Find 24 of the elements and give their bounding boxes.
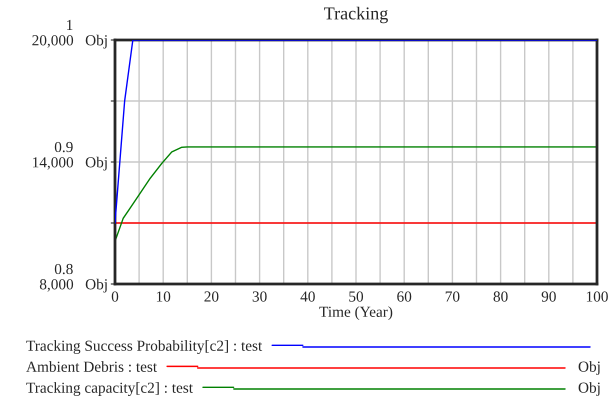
text: Obj — [578, 382, 600, 396]
y-tick-label: 8,000 Obj — [40, 278, 107, 293]
y2-tick-label: 1 — [67, 20, 72, 30]
x-tick-label: 20 — [204, 291, 218, 302]
y2-tick-label: 0.8 — [54, 264, 73, 274]
text: Obj — [578, 361, 600, 375]
legend-label: Tracking Success Probability[c2] : test — [26, 340, 262, 354]
x-tick-label: 40 — [300, 291, 315, 302]
y-tick-label: 20,000 Obj — [32, 34, 107, 49]
x-tick-label: 100 — [586, 291, 608, 302]
y2-tick-label: 0.9 — [54, 142, 73, 152]
x-tick-label: 50 — [349, 291, 364, 302]
x-tick-label: 30 — [252, 291, 267, 302]
x-tick-label: 90 — [542, 291, 556, 302]
x-tick-label: 70 — [446, 291, 460, 302]
chart-title: Tracking — [324, 6, 388, 24]
x-tick-label: 10 — [156, 291, 170, 302]
x-axis-title: Time (Year) — [319, 306, 392, 320]
legend-label: Tracking capacity[c2] : test — [26, 382, 193, 396]
x-tick-label: 60 — [397, 291, 412, 302]
legend-label: Ambient Debris : test — [26, 361, 158, 372]
x-tick-label: 80 — [494, 291, 508, 302]
x-tick-label: 0 — [112, 291, 118, 302]
y-tick-label: 14,000 Obj — [33, 156, 107, 171]
